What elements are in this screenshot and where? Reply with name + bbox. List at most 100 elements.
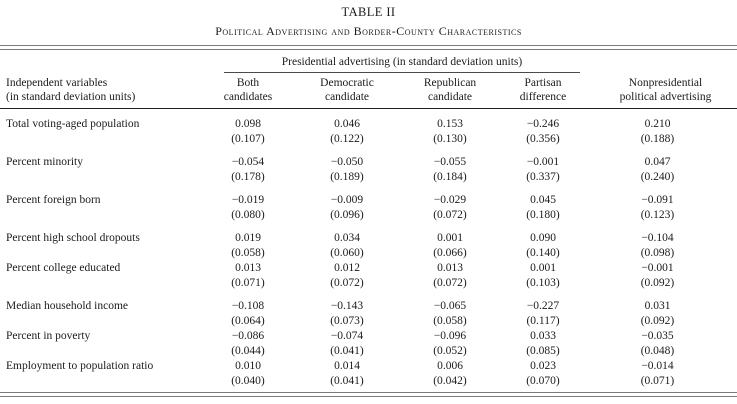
row-label: Percent in poverty xyxy=(6,330,91,342)
coef-cell: −0.050 xyxy=(330,156,364,168)
coef-cell: −0.104 xyxy=(641,232,674,244)
row-label: Total voting-aged population xyxy=(6,118,140,130)
table-row: Percent in poverty −0.086 −0.074 −0.096 … xyxy=(0,329,737,344)
column-header-independent-variables: Independent variables (in standard devia… xyxy=(0,73,210,109)
coef-cell: 0.090 xyxy=(530,232,556,244)
coef-cell: 0.012 xyxy=(334,262,360,274)
se-cell: (0.123) xyxy=(640,209,675,221)
se-cell: (0.107) xyxy=(231,133,265,145)
coef-cell: 0.010 xyxy=(235,360,261,372)
coef-cell: 0.013 xyxy=(437,262,463,274)
header-line: candidates xyxy=(223,91,273,103)
coef-cell: 0.045 xyxy=(530,194,556,206)
se-cell: (0.122) xyxy=(330,133,364,145)
table-row: Percent foreign born −0.019 −0.009 −0.02… xyxy=(0,185,737,208)
table-row-se: (0.080) (0.096) (0.072) (0.180) (0.123) xyxy=(0,208,737,223)
se-cell: (0.140) xyxy=(526,247,560,259)
se-cell: (0.184) xyxy=(433,171,467,183)
se-cell: (0.044) xyxy=(231,345,265,357)
row-label: Median household income xyxy=(6,300,129,312)
coef-cell: 0.023 xyxy=(530,360,556,372)
table-row: Median household income −0.108 −0.143 −0… xyxy=(0,291,737,314)
coef-cell: 0.014 xyxy=(334,360,360,372)
coef-cell: −0.096 xyxy=(433,330,467,342)
coef-cell: 0.006 xyxy=(437,360,463,372)
coef-cell: −0.001 xyxy=(526,156,560,168)
se-cell: (0.103) xyxy=(526,277,560,289)
se-cell: (0.058) xyxy=(231,247,265,259)
coef-cell: 0.031 xyxy=(644,300,671,312)
se-cell: (0.058) xyxy=(433,315,467,327)
se-cell: (0.130) xyxy=(433,133,467,145)
coef-cell: −0.227 xyxy=(526,300,560,312)
se-cell: (0.048) xyxy=(640,345,675,357)
coef-cell: −0.035 xyxy=(641,330,674,342)
coef-cell: 0.046 xyxy=(334,118,360,130)
empty-cell xyxy=(0,314,210,329)
table-number: TABLE II xyxy=(341,5,396,19)
results-table: Presidential advertising (in standard de… xyxy=(0,50,737,389)
se-cell: (0.072) xyxy=(433,277,467,289)
table-row: Percent minority −0.054 −0.050 −0.055 −0… xyxy=(0,147,737,170)
se-cell: (0.337) xyxy=(526,171,560,183)
header-line: Both xyxy=(236,77,260,89)
table-row: Percent high school dropouts 0.019 0.034… xyxy=(0,223,737,246)
empty-cell xyxy=(594,50,737,73)
empty-cell xyxy=(0,208,210,223)
empty-cell xyxy=(0,170,210,185)
empty-cell xyxy=(0,246,210,261)
row-label: Percent college educated xyxy=(6,262,121,274)
empty-cell xyxy=(0,132,210,147)
column-header-nonpresidential-advertising: Nonpresidential political advertising xyxy=(594,73,737,109)
coef-cell: 0.034 xyxy=(334,232,360,244)
se-cell: (0.356) xyxy=(526,133,560,145)
se-cell: (0.189) xyxy=(330,171,364,183)
se-cell: (0.052) xyxy=(433,345,467,357)
se-cell: (0.071) xyxy=(640,375,675,387)
se-cell: (0.040) xyxy=(231,375,265,387)
se-cell: (0.060) xyxy=(330,247,364,259)
row-label: Employment to population ratio xyxy=(6,360,154,372)
table-row-se: (0.040) (0.041) (0.042) (0.070) (0.071) xyxy=(0,374,737,389)
coef-cell: −0.091 xyxy=(641,194,674,206)
se-cell: (0.178) xyxy=(231,171,265,183)
coef-cell: −0.108 xyxy=(231,300,265,312)
table-row: Total voting-aged population 0.098 0.046… xyxy=(0,109,737,133)
bottom-double-rule xyxy=(0,392,737,397)
coef-cell: 0.033 xyxy=(530,330,556,342)
spanner-row: Presidential advertising (in standard de… xyxy=(0,50,737,73)
se-cell: (0.188) xyxy=(640,133,675,145)
row-label: Percent high school dropouts xyxy=(6,232,140,244)
table-title: Political Advertising and Border-County … xyxy=(215,24,522,38)
table-row: Employment to population ratio 0.010 0.0… xyxy=(0,359,737,374)
coef-cell: 0.098 xyxy=(235,118,261,130)
coef-cell: −0.029 xyxy=(433,194,467,206)
se-cell: (0.092) xyxy=(640,315,675,327)
coef-cell: −0.074 xyxy=(330,330,364,342)
coef-cell: −0.001 xyxy=(641,262,674,274)
se-cell: (0.072) xyxy=(330,277,364,289)
coef-cell: 0.001 xyxy=(437,232,463,244)
top-double-rule xyxy=(0,45,737,50)
empty-cell xyxy=(0,344,210,359)
coef-cell: −0.054 xyxy=(231,156,265,168)
table-row-se: (0.058) (0.060) (0.066) (0.140) (0.098) xyxy=(0,246,737,261)
se-cell: (0.117) xyxy=(526,315,560,327)
se-cell: (0.072) xyxy=(433,209,467,221)
table-row-se: (0.178) (0.189) (0.184) (0.337) (0.240) xyxy=(0,170,737,185)
empty-cell xyxy=(0,50,210,73)
table-row-se: (0.044) (0.041) (0.052) (0.085) (0.048) xyxy=(0,344,737,359)
coef-cell: 0.153 xyxy=(437,118,463,130)
header-line: candidate xyxy=(427,91,473,103)
se-cell: (0.064) xyxy=(231,315,265,327)
column-header-partisan-difference: Partisan difference xyxy=(492,73,594,109)
column-header-democratic-candidate: Democratic candidate xyxy=(286,73,408,109)
spanner-cell: Presidential advertising (in standard de… xyxy=(210,50,594,73)
se-cell: (0.042) xyxy=(433,375,467,387)
se-cell: (0.041) xyxy=(330,345,364,357)
column-header-row: Independent variables (in standard devia… xyxy=(0,73,737,109)
coef-cell: −0.246 xyxy=(526,118,560,130)
coef-cell: −0.086 xyxy=(231,330,265,342)
coef-cell: 0.019 xyxy=(235,232,261,244)
se-cell: (0.070) xyxy=(526,375,560,387)
